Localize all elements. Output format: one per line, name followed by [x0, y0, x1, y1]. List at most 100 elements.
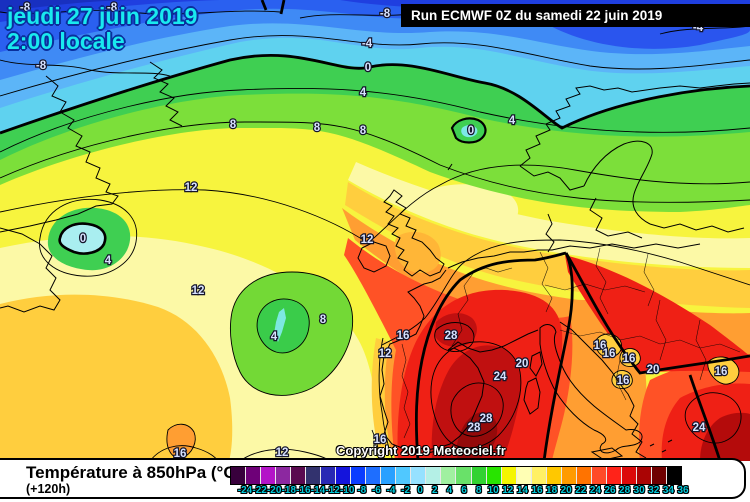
legend-color-cell [546, 467, 562, 484]
contour-label: 16 [603, 348, 616, 360]
legend-color-cell [471, 467, 487, 484]
contour-label: -4 [362, 38, 373, 50]
legend-color-cell [636, 467, 652, 484]
legend-value-label: -12 [325, 485, 340, 496]
contour-label: 24 [693, 422, 706, 434]
legend-value-label: 24 [589, 485, 601, 496]
contour-label: 0 [80, 233, 86, 245]
contour-label: -8 [20, 2, 31, 14]
legend-color-cell [591, 467, 607, 484]
contour-label: 28 [480, 413, 493, 425]
legend-color-cell [606, 467, 622, 484]
coastlines [0, 61, 750, 461]
contour-label: 16 [374, 434, 387, 446]
legend-value-label: 26 [604, 485, 616, 496]
legend-color-cell [621, 467, 637, 484]
copyright-label: Copyright 2019 Meteociel.fr [336, 443, 506, 458]
legend-color-cell [381, 467, 397, 484]
legend-value-label: 0 [417, 485, 423, 496]
legend-value-label: 36 [677, 485, 689, 496]
contour-label: 20 [516, 358, 529, 370]
contour-label: -8 [36, 60, 47, 72]
temperature-scale-bar [230, 466, 682, 485]
legend-value-label: 32 [648, 485, 660, 496]
legend-color-cell [351, 467, 367, 484]
legend-color-cell [516, 467, 532, 484]
legend-color-cell [366, 467, 382, 484]
legend-color-cell [231, 467, 247, 484]
legend-value-label: -18 [281, 485, 297, 496]
legend-value-label: -16 [296, 485, 311, 496]
legend-color-cell [576, 467, 592, 484]
contour-label: 4 [105, 255, 112, 267]
legend-color-cell [666, 467, 681, 484]
legend-value-label: -20 [266, 485, 282, 496]
contour-label: 8 [314, 122, 321, 134]
contour-label: 16 [715, 366, 728, 378]
legend-color-cell [441, 467, 457, 484]
legend-forecast-hour: (+120h) [26, 482, 71, 496]
legend-color-cell [531, 467, 547, 484]
temperature-scale-values: -24 -22 -20 -18 -16 -14 -12 -10 -8 -6 -4 -2 0 2 4 6 8 10 1… [230, 485, 690, 497]
model-run-label: Run ECMWF 0Z du samedi 22 juin 2019 [411, 8, 663, 23]
contour-label: 28 [445, 330, 458, 342]
legend-color-cell [486, 467, 502, 484]
legend-color-cell [336, 467, 352, 484]
legend-color-cell [321, 467, 337, 484]
contour-label: 0 [365, 62, 371, 74]
legend-color-cell [396, 467, 412, 484]
legend-title: Température à 850hPa (°C) [26, 463, 242, 482]
legend-color-cell [306, 467, 322, 484]
forecast-local-time: 2:00 locale [7, 28, 125, 54]
legend-value-label: -8 [357, 485, 367, 496]
legend-color-cell [561, 467, 577, 484]
legend-value-label: -10 [339, 485, 355, 496]
legend-color-cell [411, 467, 427, 484]
legend-value-label: 22 [575, 485, 587, 496]
temperature-map: -8 -8 -8 -8 -4 -4 0 4 4 8 8 8 0 12 0 4 12 8 4 12 16 12 16 28 24 2… [0, 0, 750, 461]
contour-label: 4 [271, 331, 278, 343]
contour-label: 8 [360, 125, 367, 137]
contour-label: 12 [185, 182, 198, 194]
contour-label: 16 [397, 330, 410, 342]
contour-label: 24 [494, 371, 507, 383]
legend-value-label: -14 [310, 485, 326, 496]
legend-value-label: 16 [531, 485, 543, 496]
contour-label: 12 [379, 348, 392, 360]
contour-label: 8 [320, 314, 327, 326]
legend-value-label: -6 [371, 485, 381, 496]
legend-value-label: 2 [432, 485, 438, 496]
legend-value-label: -4 [386, 485, 396, 496]
legend-color-cell [276, 467, 292, 484]
legend-value-label: 4 [446, 485, 453, 496]
contour-label: 12 [192, 285, 205, 297]
legend-color-cell [501, 467, 517, 484]
legend-value-label: 30 [633, 485, 645, 496]
legend-panel: Température à 850hPa (°C) (+120h) -24 -22… [0, 458, 746, 499]
legend-value-label: 8 [475, 485, 482, 496]
contour-lines [0, 8, 750, 461]
legend-value-label: 28 [619, 485, 631, 496]
contour-label: 28 [468, 422, 481, 434]
legend-color-cell [291, 467, 307, 484]
thick-contours [0, 0, 750, 461]
temperature-bands [0, 0, 750, 461]
contour-label: 4 [360, 87, 367, 99]
country-borders [401, 247, 741, 439]
legend-value-label: 12 [502, 485, 514, 496]
legend-value-label: 34 [662, 485, 674, 496]
forecast-date: jeudi 27 juin 2019 [7, 3, 198, 29]
legend-value-label: -22 [252, 485, 267, 496]
contour-label: 12 [361, 234, 374, 246]
legend-value-label: 6 [461, 485, 467, 496]
contour-label: 4 [509, 115, 516, 127]
legend-value-label: 20 [560, 485, 572, 496]
legend-value-label: -24 [237, 485, 253, 496]
forecast-date-overlay: jeudi 27 juin 2019 2:00 locale [7, 4, 197, 54]
legend-color-cell [261, 467, 277, 484]
legend-value-label: 14 [516, 485, 528, 496]
legend-color-cell [651, 467, 667, 484]
legend-color-cell [426, 467, 442, 484]
